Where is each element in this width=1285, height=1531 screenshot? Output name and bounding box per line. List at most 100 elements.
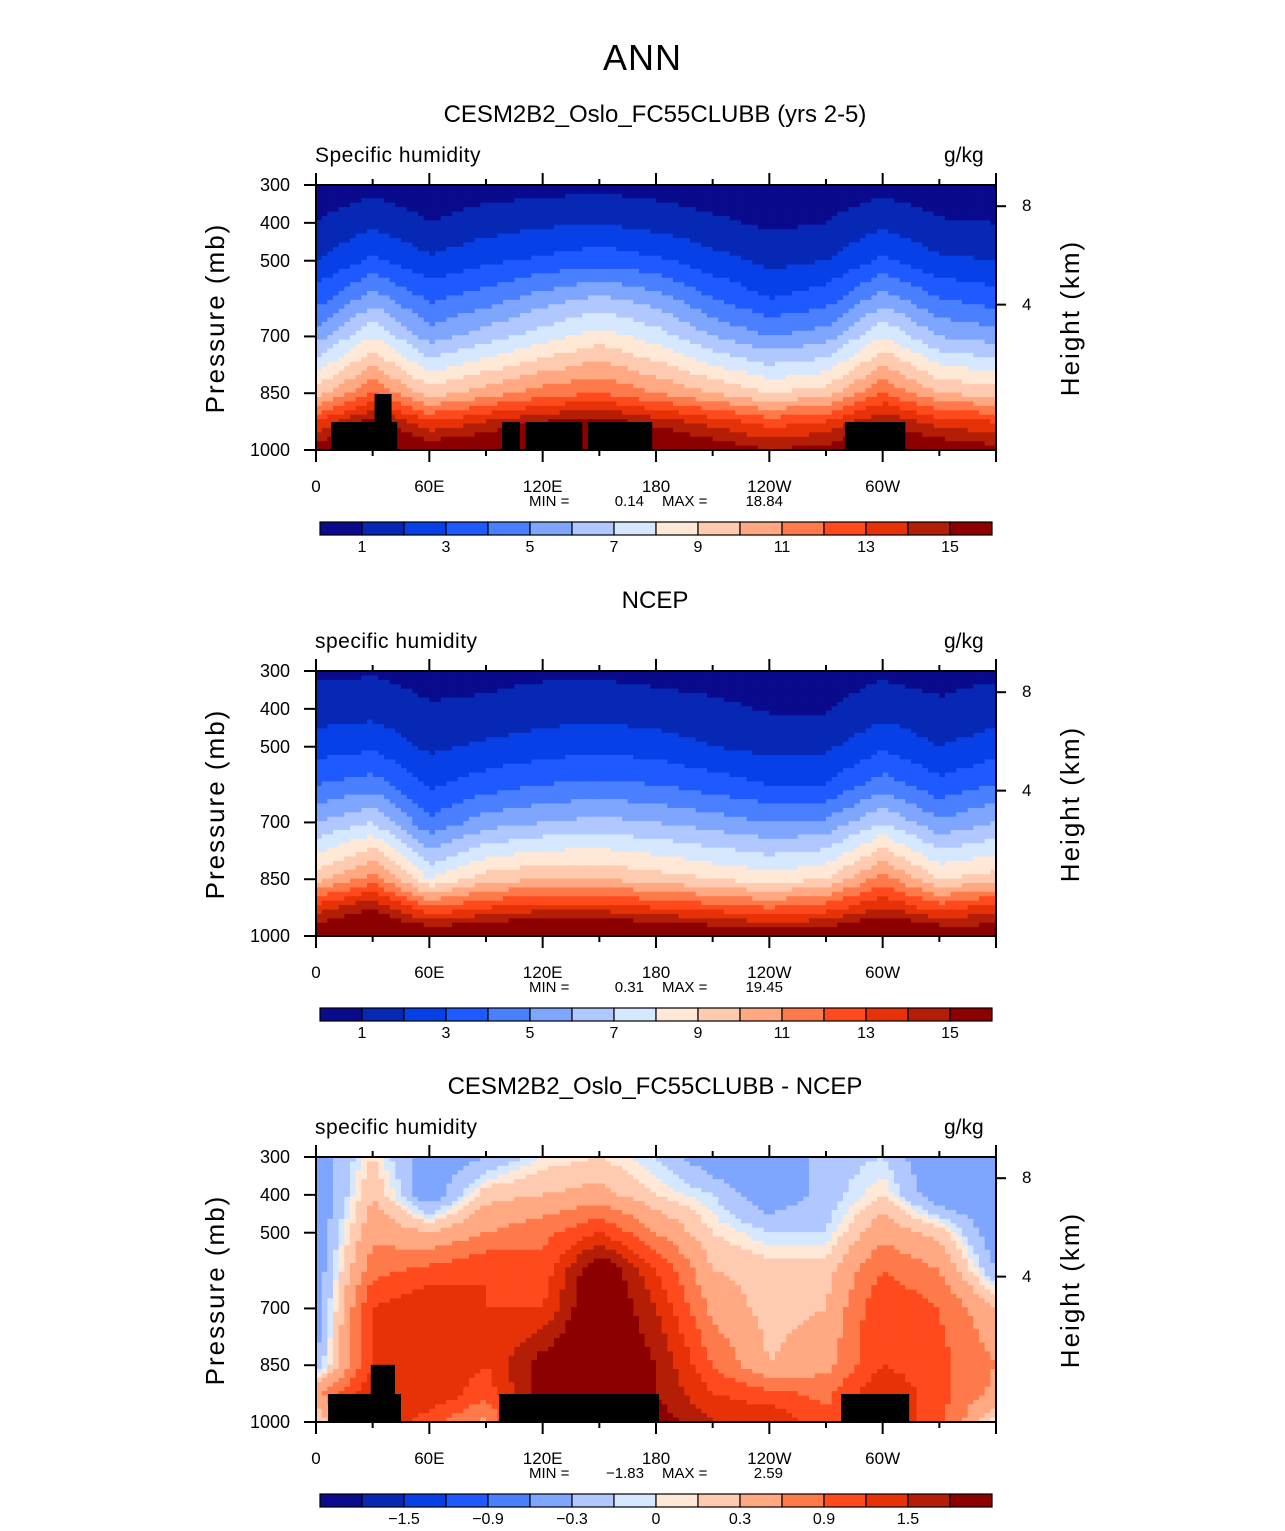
- contour-cell: [322, 304, 328, 309]
- contour-cell: [645, 300, 651, 305]
- contour-cell: [628, 388, 634, 393]
- contour-cell: [605, 198, 611, 203]
- contour-cell: [752, 362, 758, 367]
- contour-cell: [701, 384, 707, 389]
- contour-cell: [741, 225, 747, 230]
- contour-cell: [367, 313, 373, 318]
- contour-cell: [724, 260, 730, 265]
- contour-cell: [446, 287, 452, 292]
- contour-cell: [384, 357, 390, 362]
- contour-cell: [594, 384, 600, 389]
- contour-cell: [679, 375, 685, 380]
- contour-cell: [616, 348, 622, 353]
- contour-cell: [361, 225, 367, 230]
- contour-cell: [492, 212, 498, 217]
- contour-cell: [571, 348, 577, 353]
- contour-cell: [775, 340, 781, 345]
- contour-cell: [390, 318, 396, 323]
- contour-cell: [667, 344, 673, 349]
- contour-cell: [730, 282, 736, 287]
- contour-cell: [582, 441, 588, 446]
- contour-cell: [356, 300, 362, 305]
- contour-cell: [724, 313, 730, 318]
- contour-cell: [588, 278, 594, 283]
- contour-cell: [350, 388, 356, 393]
- contour-cell: [571, 410, 577, 415]
- contour-cell: [395, 234, 401, 239]
- contour-cell: [599, 353, 605, 358]
- contour-cell: [446, 366, 452, 371]
- contour-cell: [367, 375, 373, 380]
- contour-cell: [588, 371, 594, 376]
- contour-cell: [543, 203, 549, 208]
- contour-cell: [650, 393, 656, 398]
- contour-cell: [435, 189, 441, 194]
- contour-cell: [679, 393, 685, 398]
- contour-cell: [514, 238, 520, 243]
- contour-cell: [764, 198, 770, 203]
- contour-cell: [418, 256, 424, 261]
- contour-cell: [418, 225, 424, 230]
- contour-cell: [322, 220, 328, 225]
- contour-cell: [441, 287, 447, 292]
- contour-cell: [401, 278, 407, 283]
- contour-cell: [679, 397, 685, 402]
- contour-cell: [667, 189, 673, 194]
- contour-cell: [707, 287, 713, 292]
- contour-cell: [480, 247, 486, 252]
- contour-cell: [605, 344, 611, 349]
- contour-cell: [656, 287, 662, 292]
- contour-cell: [492, 437, 498, 442]
- contour-cell: [667, 384, 673, 389]
- contour-cell: [503, 393, 509, 398]
- contour-cell: [548, 256, 554, 261]
- contour-cell: [588, 273, 594, 278]
- contour-cell: [486, 437, 492, 442]
- contour-cell: [747, 393, 753, 398]
- contour-cell: [412, 234, 418, 239]
- contour-cell: [339, 295, 345, 300]
- contour-cell: [679, 229, 685, 234]
- contour-cell: [667, 287, 673, 292]
- contour-cell: [769, 203, 775, 208]
- contour-cell: [752, 194, 758, 199]
- contour-cell: [492, 189, 498, 194]
- contour-cell: [333, 198, 339, 203]
- contour-cell: [696, 340, 702, 345]
- contour-cell: [707, 410, 713, 415]
- contour-cell: [577, 203, 583, 208]
- contour-cell: [633, 203, 639, 208]
- contour-cell: [407, 441, 413, 446]
- contour-cell: [594, 225, 600, 230]
- contour-cell: [327, 410, 333, 415]
- contour-cell: [509, 410, 515, 415]
- contour-cell: [639, 207, 645, 212]
- contour-cell: [764, 260, 770, 265]
- contour-cell: [662, 424, 668, 429]
- contour-cell: [418, 326, 424, 331]
- contour-cell: [633, 291, 639, 296]
- contour-cell: [781, 273, 787, 278]
- contour-cell: [531, 247, 537, 252]
- contour-cell: [758, 247, 764, 252]
- contour-cell: [446, 362, 452, 367]
- contour-cell: [616, 256, 622, 261]
- contour-cell: [582, 260, 588, 265]
- contour-cell: [520, 207, 526, 212]
- contour-cell: [735, 300, 741, 305]
- contour-cell: [752, 348, 758, 353]
- contour-cell: [628, 309, 634, 314]
- contour-cell: [650, 348, 656, 353]
- contour-cell: [378, 203, 384, 208]
- contour-cell: [752, 300, 758, 305]
- contour-cell: [662, 366, 668, 371]
- contour-cell: [469, 247, 475, 252]
- contour-cell: [582, 269, 588, 274]
- contour-cell: [367, 335, 373, 340]
- contour-cell: [378, 256, 384, 261]
- contour-cell: [645, 313, 651, 318]
- contour-cell: [622, 269, 628, 274]
- contour-cell: [367, 340, 373, 345]
- contour-cell: [775, 269, 781, 274]
- contour-cell: [497, 220, 503, 225]
